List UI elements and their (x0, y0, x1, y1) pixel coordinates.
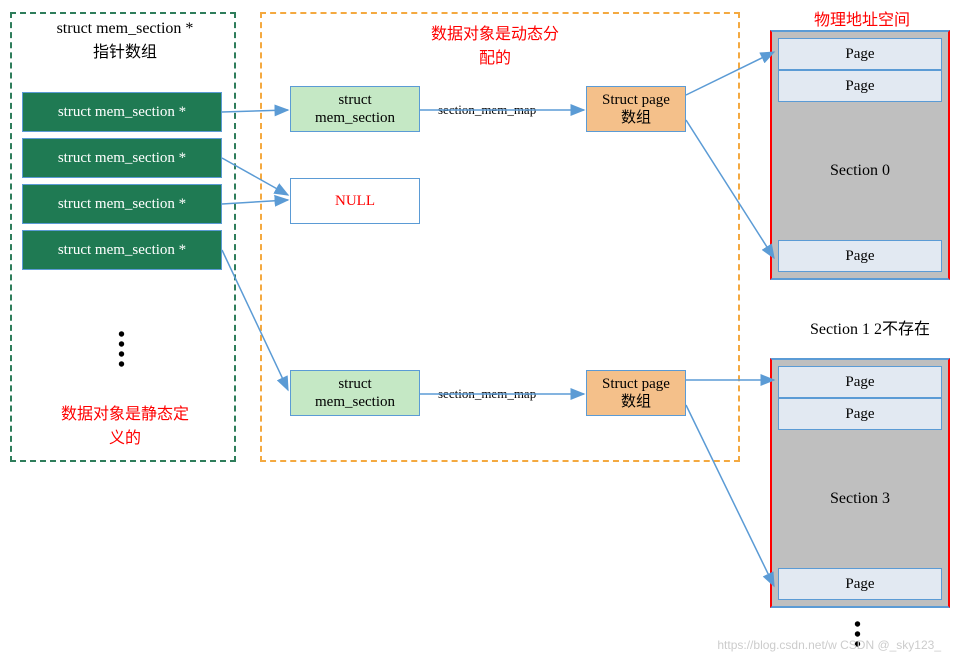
s0-page-1: Page (778, 70, 942, 102)
ptr-row-0: struct mem_section * (22, 92, 222, 132)
struct-page-1: Struct page 数组 (586, 370, 686, 416)
s3-label: Section 3 (772, 490, 948, 508)
s3-page-1: Page (778, 398, 942, 430)
s3-page-0: Page (778, 366, 942, 398)
left-title-l2: 指针数组 (93, 44, 157, 61)
right-title: 数据对象是动态分 配的 (410, 20, 580, 68)
ptr-row-1: struct mem_section * (22, 138, 222, 178)
pointer-array: struct mem_section * struct mem_section … (22, 92, 222, 276)
mem-section-0: struct mem_section (290, 86, 420, 132)
watermark: https://blog.csdn.net/w CSDN @_sky123_ (717, 638, 941, 652)
left-title: struct mem_section * 指针数组 (30, 20, 220, 62)
phys-section-3: Page Page Section 3 Page (770, 358, 950, 608)
s0-page-0: Page (778, 38, 942, 70)
mem-section-1: struct mem_section (290, 370, 420, 416)
s3-page-2: Page (778, 568, 942, 600)
ptr-row-2: struct mem_section * (22, 184, 222, 224)
section-gap: Section 1 2不存在 (790, 315, 950, 339)
s0-label: Section 0 (772, 162, 948, 180)
ptr-row-3: struct mem_section * (22, 230, 222, 270)
left-title-l1: struct mem_section * (57, 20, 194, 37)
phys-section-0: Page Page Section 0 Page (770, 30, 950, 280)
struct-page-0: Struct page 数组 (586, 86, 686, 132)
s0-page-2: Page (778, 240, 942, 272)
null-box: NULL (290, 178, 420, 224)
conn-label-1: section_mem_map (438, 386, 536, 402)
left-footer: 数据对象是静态定 义的 (50, 400, 200, 448)
phys-title: 物理地址空间 (782, 6, 942, 30)
ptr-vdots: •••• (118, 330, 125, 370)
conn-label-0: section_mem_map (438, 102, 536, 118)
